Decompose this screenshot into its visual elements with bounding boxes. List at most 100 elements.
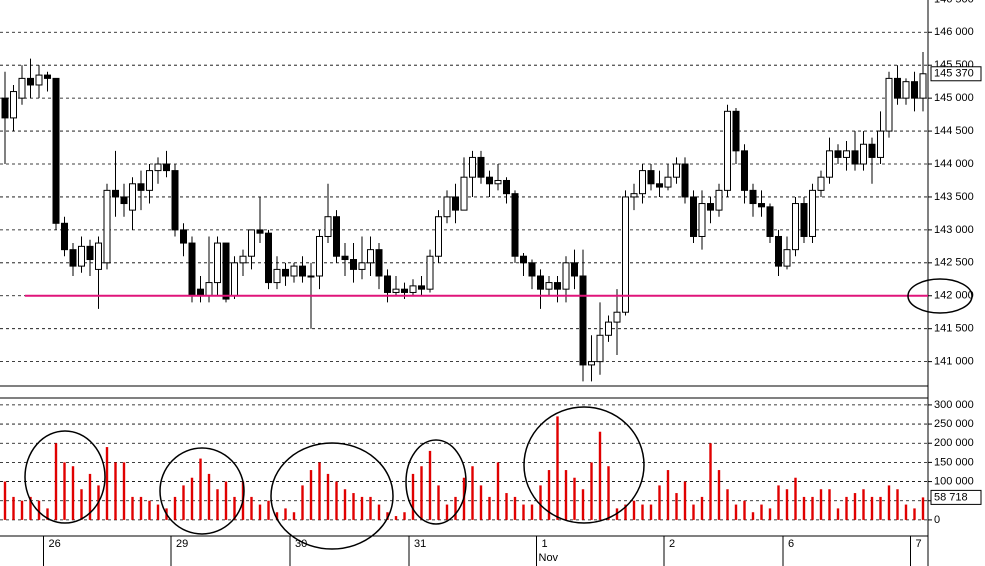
candle-body [418, 285, 425, 290]
candle-body [469, 156, 476, 178]
x-tick-label: 29 [176, 538, 188, 550]
y-tick-label: 146 000 [934, 26, 974, 38]
candle-body [316, 235, 323, 277]
candle-body [894, 77, 901, 99]
candle-body [486, 176, 493, 185]
candle-body [103, 189, 111, 264]
candle-body [435, 216, 442, 257]
candle-body [639, 170, 646, 195]
volume-bar [726, 489, 729, 520]
candle-body [528, 262, 536, 277]
volume-bar [182, 485, 185, 520]
volume-bar [343, 489, 347, 520]
volume-bar [131, 496, 134, 520]
candle-body [503, 179, 510, 195]
candle-body [231, 262, 238, 297]
candle-body [868, 143, 876, 158]
candle-body [163, 163, 170, 172]
volume-bar [760, 504, 763, 520]
volume-bar [870, 496, 874, 520]
y-tick-label: 144 500 [934, 125, 974, 137]
y-tick-label: 300 000 [934, 399, 974, 411]
volume-bar [802, 496, 806, 520]
volume-bar [862, 489, 865, 520]
volume-bar [607, 466, 610, 520]
candle-body [588, 361, 595, 366]
volume-bar [471, 466, 474, 520]
candle-body [596, 334, 604, 363]
x-tick-label: 2 [669, 538, 675, 550]
volume-bar [12, 496, 15, 520]
y-tick-label: 250 000 [934, 418, 974, 430]
volume-bar [352, 493, 355, 520]
candle-body [222, 242, 230, 300]
volume-bar [547, 470, 551, 520]
volume-bar [717, 470, 721, 520]
volume-bar [63, 462, 66, 520]
candle-body [690, 196, 697, 237]
volume-bar [573, 477, 576, 520]
y-tick-label: 143 500 [934, 191, 974, 203]
candle-body [860, 143, 867, 165]
y-tick-label: 143 000 [934, 224, 974, 236]
volume-bar [836, 508, 840, 520]
last-value-box [930, 66, 982, 82]
volume-bar [777, 485, 780, 520]
volume-bar [224, 481, 228, 520]
volume-bar [275, 512, 279, 520]
volume-bar [505, 493, 508, 520]
candle-body [656, 183, 663, 188]
candle-body [537, 275, 544, 290]
candle-body [69, 249, 77, 267]
volume-bar [921, 497, 925, 520]
y-tick-label: 142 000 [934, 290, 974, 302]
candle-body [392, 288, 400, 293]
candle-body [282, 268, 289, 277]
volume-bar [54, 443, 58, 520]
last-value-box [930, 489, 982, 505]
volume-bar [420, 466, 423, 520]
y-tick-label: 146 500 [934, 0, 974, 5]
volume-bar [624, 504, 627, 520]
candle-body [919, 73, 927, 99]
volume-bar [80, 489, 83, 520]
volume-bar [437, 485, 440, 520]
candle-body [171, 170, 179, 231]
volume-bar [326, 473, 330, 520]
y-tick-label: 145 000 [934, 92, 974, 104]
candle-body [545, 282, 553, 290]
volume-bar [556, 416, 559, 520]
volume-bar [700, 496, 704, 520]
candle-body [137, 183, 145, 191]
volume-bar [258, 504, 262, 520]
candle-body [613, 311, 621, 323]
candle-body [826, 150, 833, 178]
candle-body [120, 196, 128, 205]
candle-body [239, 255, 247, 264]
volume-bar [114, 462, 117, 520]
candle-body [1, 97, 9, 119]
candle-body [520, 255, 527, 264]
volume-bar [734, 504, 738, 520]
annotation-ellipse [159, 447, 245, 535]
candle-body [571, 262, 578, 277]
volume-bar [539, 485, 542, 520]
volume-bar [666, 470, 670, 520]
volume-bar [845, 496, 848, 520]
volume-bar [403, 512, 406, 520]
last-value-label: 58 718 [934, 491, 968, 503]
y-tick-label: 100 000 [934, 475, 974, 487]
candle-body [724, 110, 731, 191]
annotation-ellipse [24, 430, 106, 524]
candle-body [61, 222, 68, 251]
candle-body [35, 74, 43, 86]
candle-body [698, 203, 706, 237]
candle-body [732, 110, 740, 152]
candle-body [333, 216, 340, 257]
x-month-label: Nov [539, 552, 559, 564]
annotation-ellipse [270, 442, 394, 550]
y-tick-label: 141 500 [934, 323, 974, 335]
candle-body [44, 74, 51, 79]
